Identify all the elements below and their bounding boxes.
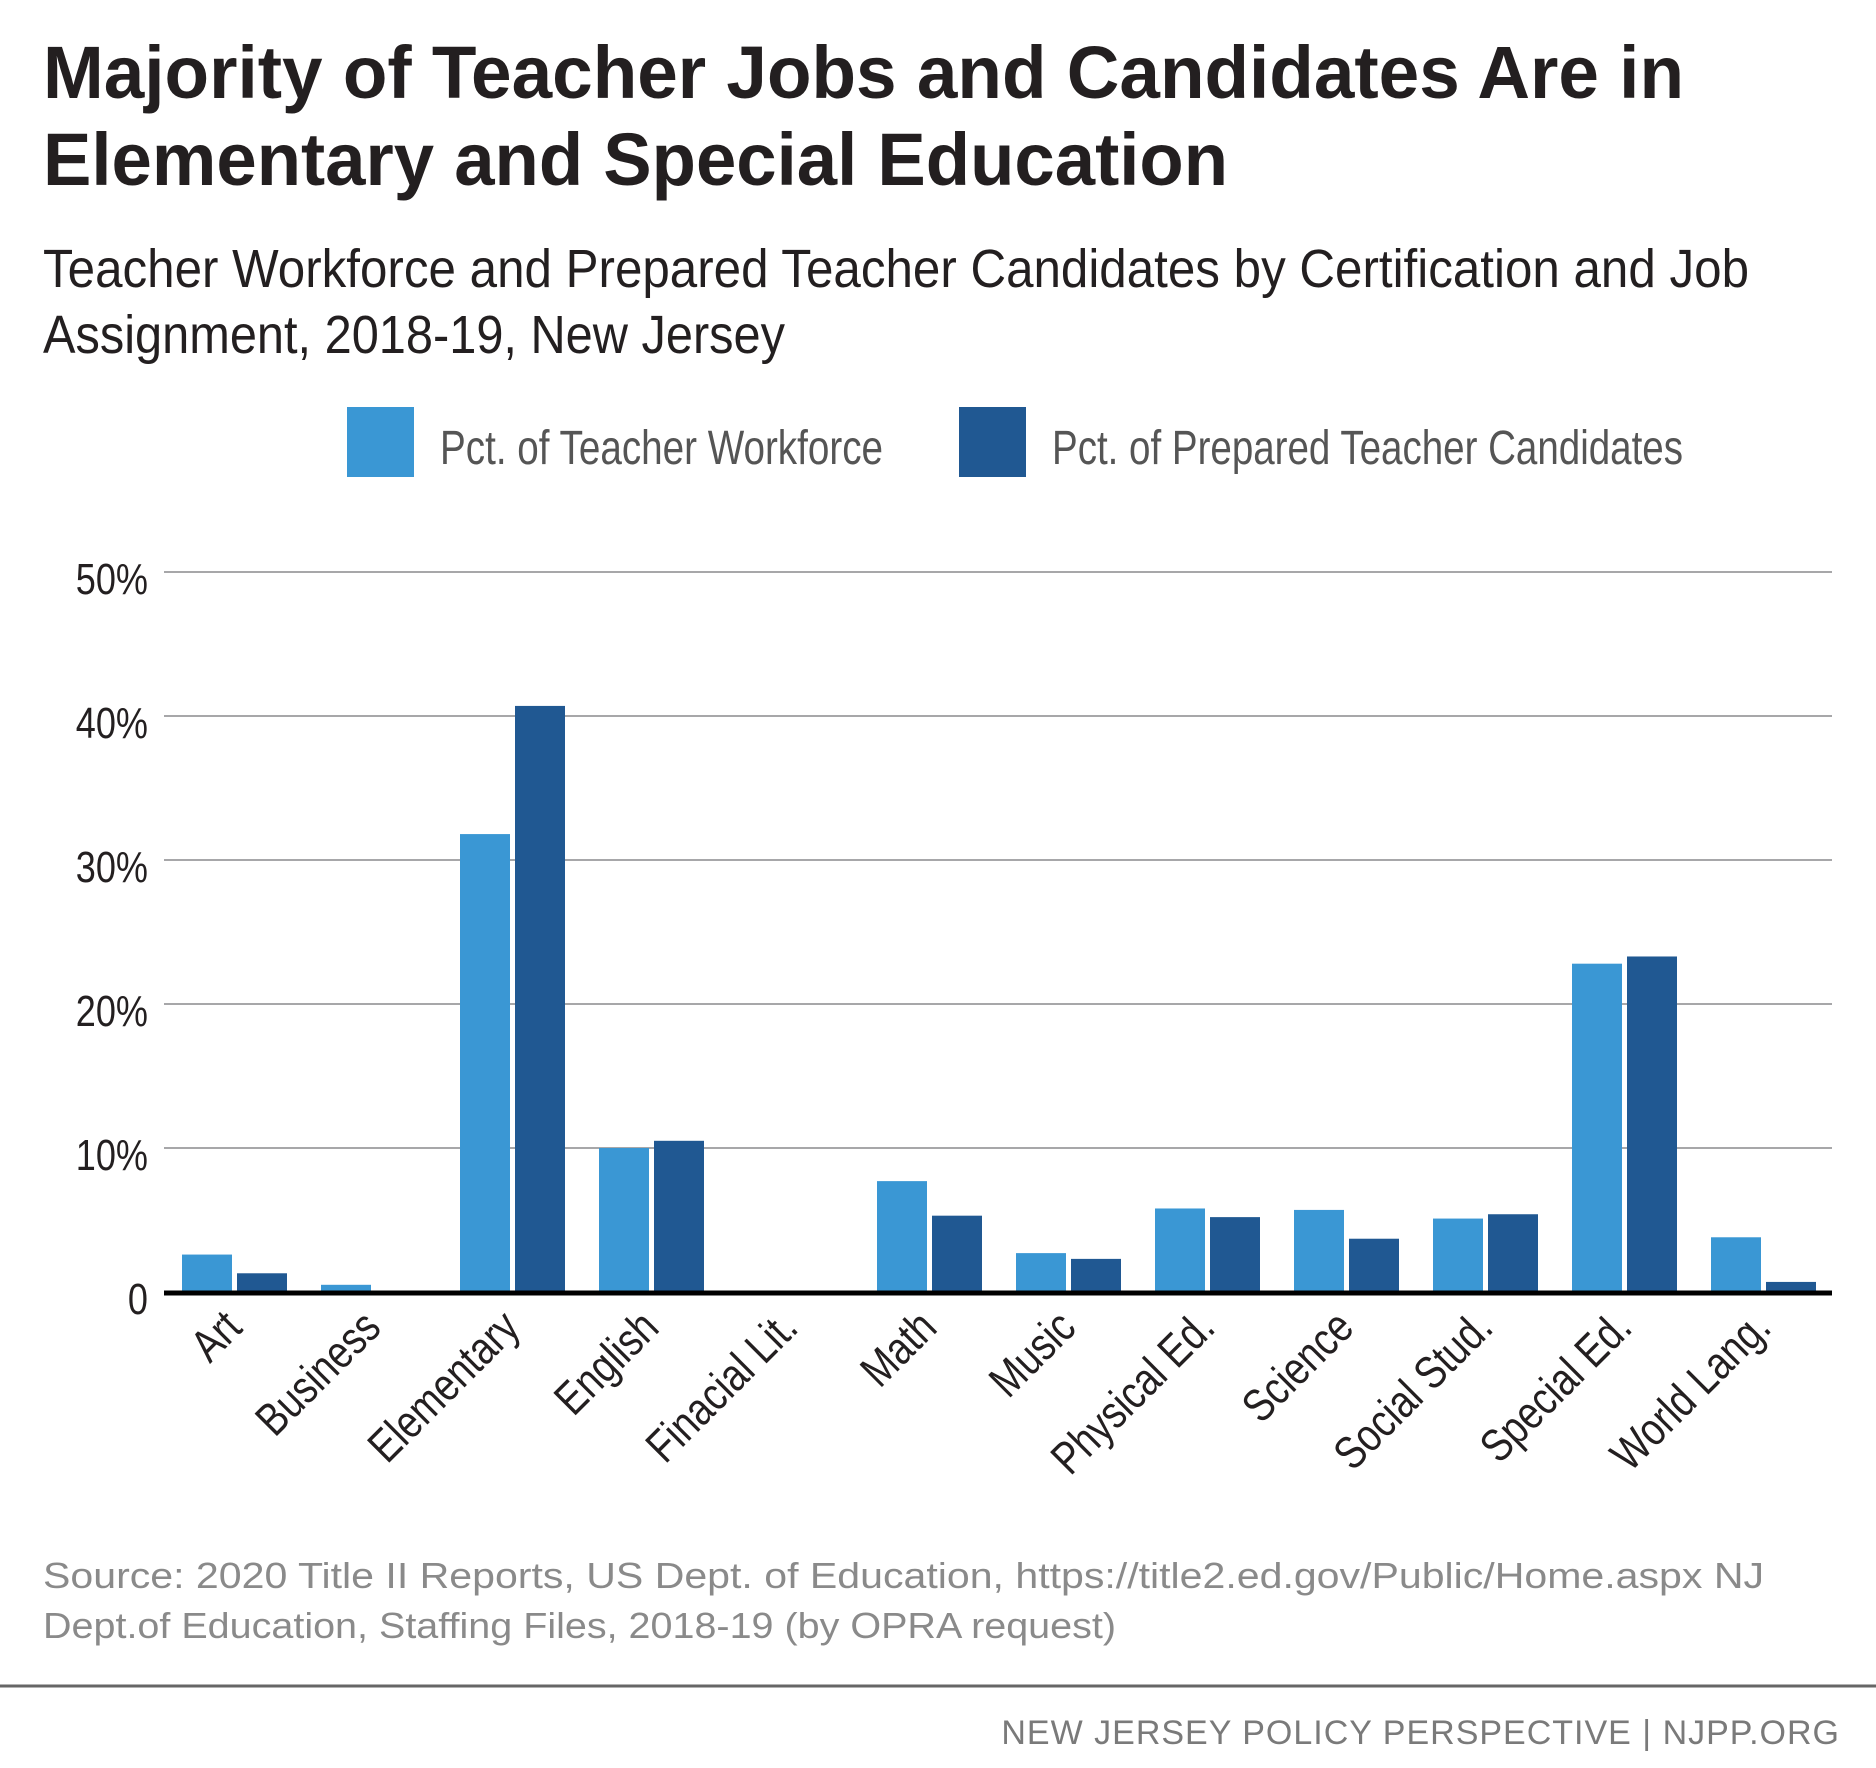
chart-title-line-1: Majority of Teacher Jobs and Candidates … — [43, 31, 1684, 114]
bar-workforce — [1711, 1237, 1761, 1292]
y-tick-label: 0 — [128, 1275, 148, 1324]
bar-workforce — [1016, 1253, 1066, 1292]
bar-workforce — [182, 1254, 232, 1292]
bar-candidates — [1766, 1281, 1816, 1292]
bar-candidates — [932, 1215, 982, 1292]
source-line-1: Source: 2020 Title II Reports, US Dept. … — [43, 1555, 1764, 1596]
y-tick-label: 20% — [76, 987, 148, 1036]
x-tick-label: Finacial Lit. — [636, 1301, 807, 1472]
bar-candidates — [1071, 1258, 1121, 1292]
x-tick-label: Art — [181, 1300, 252, 1371]
y-tick-label: 10% — [76, 1131, 148, 1180]
bar-candidates — [654, 1140, 704, 1292]
bar-workforce — [1155, 1208, 1205, 1292]
bars — [182, 705, 1816, 1292]
y-axis-ticks: 0 10% 20% 30% 40% 50% — [76, 555, 148, 1324]
bar-workforce — [460, 834, 510, 1292]
x-tick-label: Music — [979, 1301, 1085, 1407]
bar-workforce — [1294, 1209, 1344, 1292]
bar-workforce — [1572, 963, 1622, 1292]
legend-swatch-workforce — [347, 407, 414, 477]
bar-workforce — [877, 1181, 927, 1292]
source-line-2: Dept.of Education, Staffing Files, 2018-… — [43, 1605, 1116, 1646]
legend: Pct. of Teacher Workforce Pct. of Prepar… — [347, 407, 1683, 477]
y-tick-label: 30% — [76, 843, 148, 892]
footer-text: NEW JERSEY POLICY PERSPECTIVE | NJPP.ORG — [1001, 1714, 1840, 1752]
chart-subtitle-line-1: Teacher Workforce and Prepared Teacher C… — [43, 239, 1749, 299]
x-tick-label: Business — [245, 1301, 390, 1446]
chart-subtitle-line-2: Assignment, 2018-19, New Jersey — [43, 305, 785, 365]
chart-title-line-2: Elementary and Special Education — [43, 118, 1228, 201]
bar-candidates — [237, 1273, 287, 1292]
bar-workforce — [1433, 1218, 1483, 1292]
legend-swatch-candidates — [959, 407, 1026, 477]
x-tick-label: Elementary — [358, 1301, 529, 1472]
y-tick-label: 50% — [76, 555, 148, 604]
bar-workforce — [599, 1148, 649, 1292]
bar-candidates — [515, 705, 565, 1292]
gridlines — [164, 571, 1832, 1149]
bar-candidates — [1349, 1238, 1399, 1292]
bar-workforce — [321, 1284, 371, 1292]
bar-candidates — [1488, 1214, 1538, 1292]
legend-label-candidates: Pct. of Prepared Teacher Candidates — [1052, 422, 1683, 475]
y-tick-label: 40% — [76, 699, 148, 748]
x-tick-label: Math — [850, 1301, 946, 1397]
bar-candidates — [1627, 956, 1677, 1292]
bar-candidates — [1210, 1217, 1260, 1292]
x-tick-label: English — [544, 1301, 668, 1425]
x-tick-label: Science — [1232, 1301, 1363, 1432]
legend-label-workforce: Pct. of Teacher Workforce — [440, 422, 883, 475]
